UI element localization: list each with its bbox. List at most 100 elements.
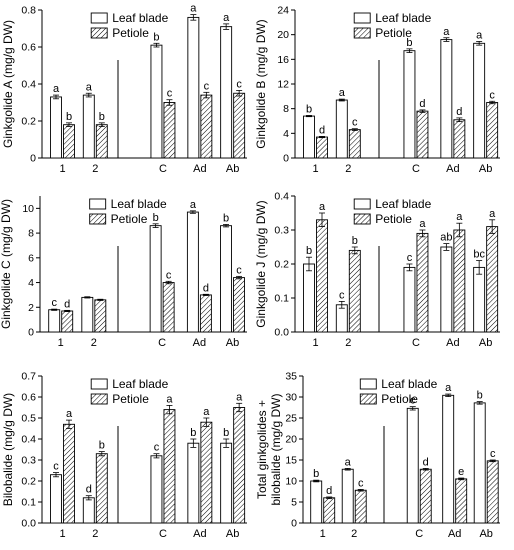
bar-leaf-blade [48,309,61,333]
y-axis-label: Total ginkgolides + [255,400,269,499]
significance-label: a [203,406,210,418]
x-tick-label: C [415,528,423,540]
bar-leaf-blade [150,455,163,524]
bar-leaf-blade [303,263,315,333]
bar-leaf-blade [220,225,232,333]
bar-petiole [453,119,466,159]
bar-petiole [63,423,75,524]
x-tick-label: 1 [59,528,65,540]
bar-petiole [486,102,499,159]
bar-petiole [200,94,213,159]
bar-leaf-blade [187,442,200,524]
bar-leaf-blade [220,26,233,159]
bar-leaf-blade [186,211,199,333]
bar-leaf-blade [303,115,315,159]
bar-leaf-blade [220,442,233,524]
significance-label: c [407,252,413,264]
significance-label: b [406,37,412,49]
bar-petiole [199,294,212,333]
significance-label: d [423,456,429,468]
bar-petiole [419,468,432,524]
bar-leaf-blade [473,42,486,159]
x-tick-label: Ab [479,528,492,540]
y-tick-label: 4 [283,128,289,140]
y-tick-label: 0.2 [21,476,36,488]
bar-leaf-blade [440,39,453,159]
y-tick-label: 0 [28,327,34,339]
y-tick-label: 0 [30,153,36,165]
bar-leaf-blade [403,50,416,159]
x-tick-label: 2 [92,528,98,540]
significance-label: b [306,245,312,257]
x-tick-label: C [159,163,167,175]
y-tick-label: 20 [285,434,297,446]
bar-leaf-blade [187,16,200,159]
significance-label: c [166,269,172,281]
significance-label: a [166,393,173,405]
bar-leaf-blade [81,296,94,333]
y-tick-label: 15 [285,455,297,467]
x-tick-label: C [412,337,420,349]
legend-swatch-leaf-blade [359,378,377,390]
y-tick-label: 10 [285,476,297,488]
bar-leaf-blade [335,304,348,333]
significance-label: a [476,29,483,41]
significance-label: c [154,442,160,454]
x-tick-label: 1 [59,163,65,175]
legend-label: Petiole [112,26,149,40]
significance-label: b [313,468,319,480]
bar-leaf-blade [310,480,323,524]
significance-label: bc [473,249,485,261]
significance-label: d [456,106,462,118]
significance-label: a [319,201,326,213]
y-tick-label: 8 [283,103,289,115]
legend-label: Petiole [112,392,149,406]
x-tick-label: Ad [446,163,459,175]
x-tick-label: Ad [446,337,459,349]
legend-swatch-petiole [353,213,371,225]
significance-label: ab [440,232,452,244]
y-tick-label: 0.8 [21,5,36,17]
significance-label: a [345,456,352,468]
chart-panel-6: 0 5 10 15 20 25 30 35 Total ginkgolides + bilobal… [255,371,500,540]
significance-label: a [86,81,93,93]
legend-swatch-petiole [353,27,371,39]
y-tick-label: 20 [277,29,289,41]
significance-label: b [223,212,229,224]
y-tick-label: 0.2 [274,259,289,271]
bar-petiole [486,460,499,524]
x-tick-label: Ad [193,528,206,540]
x-tick-label: Ab [479,163,492,175]
bar-petiole [455,478,468,524]
y-tick-label: 30 [285,392,297,404]
significance-label: d [203,282,209,294]
legend-label: Leaf blade [111,197,167,211]
significance-label: d [319,124,325,136]
bar-leaf-blade [341,468,354,524]
bar-petiole [416,232,429,333]
bar-petiole [323,497,336,524]
significance-label: c [352,117,358,129]
significance-label: b [306,103,312,115]
significance-label: d [64,298,70,310]
y-tick-label: 0.5 [21,413,36,425]
y-tick-label: 5 [291,497,297,509]
bar-petiole [61,310,74,333]
legend-label: Leaf blade [375,11,431,25]
significance-label: c [339,289,345,301]
bar-petiole [233,92,246,159]
y-tick-label: 4 [28,277,34,289]
y-tick-label: 0.0 [274,327,289,339]
y-tick-label: 0.4 [21,434,36,446]
significance-label: c [489,89,495,101]
legend-swatch-petiole [359,393,377,405]
significance-label: a [223,12,230,24]
y-tick-label: 0 [291,518,297,530]
y-axis-label: Ginkgolide A (mg/g DW) [1,20,15,148]
significance-label: c [490,448,496,460]
y-tick-label: 16 [277,54,289,66]
bar-leaf-blade [403,266,416,333]
significance-label: b [99,440,105,452]
x-tick-label: 2 [92,163,98,175]
